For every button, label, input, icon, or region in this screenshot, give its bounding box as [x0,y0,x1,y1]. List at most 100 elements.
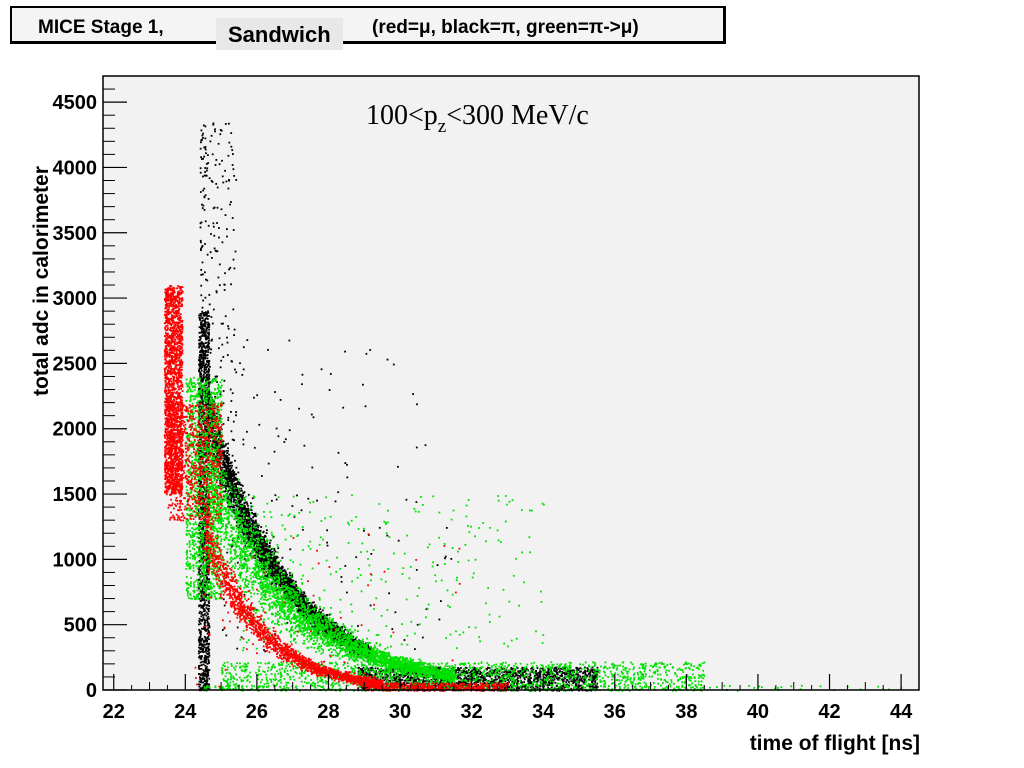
data-point [202,578,205,580]
data-point [208,391,211,394]
data-point [204,174,207,177]
data-point [206,354,209,356]
data-point [199,171,202,174]
data-point [268,546,271,548]
data-point [221,159,223,162]
data-point [226,459,229,461]
data-point [200,321,203,324]
data-point [203,487,206,490]
data-point [205,334,208,337]
data-point [208,385,210,388]
data-point [201,316,204,319]
data-point [202,508,204,511]
data-point [205,452,208,455]
data-point [199,687,202,690]
data-point [199,661,202,664]
data-point [204,314,207,317]
data-point [227,457,230,459]
data-point [199,651,202,653]
data-point [204,643,207,646]
data-point [204,613,206,615]
data-point [208,339,210,342]
data-point [227,327,230,330]
data-point [202,364,204,367]
data-point [258,549,260,552]
data-point [207,310,209,313]
data-point [205,163,208,165]
data-point [202,677,205,680]
data-point [207,687,210,690]
data-point [202,616,205,619]
data-point [198,621,201,623]
data-point [207,630,210,633]
data-point [207,198,210,200]
data-point [201,346,204,348]
data-point [208,363,210,365]
data-point [198,452,200,454]
data-point [202,375,205,377]
data-point [198,623,200,626]
data-point [203,608,205,610]
data-point [203,353,205,355]
data-point [198,419,200,422]
data-point [210,339,213,342]
data-point [202,681,205,684]
data-point [203,591,205,593]
data-point [201,356,203,359]
data-point [201,342,204,344]
data-point [203,346,206,349]
data-point [199,222,202,225]
data-point [199,400,202,403]
data-point [260,567,263,570]
data-point [208,600,210,603]
data-point [204,353,206,356]
data-point [204,495,207,497]
data-point [205,652,208,655]
data-point [201,351,203,353]
data-point [204,683,207,686]
data-point [202,377,205,380]
data-point [202,362,204,364]
data-point [232,478,235,480]
data-point [199,525,202,528]
data-point [200,380,203,382]
data-point [204,321,206,323]
data-point [197,412,200,415]
data-point [207,162,209,164]
data-point [204,531,206,533]
data-point [207,660,210,663]
data-point [260,559,263,561]
data-point [199,656,202,659]
data-point [219,133,222,136]
data-point [215,159,218,161]
data-point [207,351,209,353]
data-point [201,401,204,404]
data-point [290,584,293,587]
data-point [198,685,201,688]
data-point [228,179,230,182]
data-point [203,488,206,491]
data-point [199,362,201,365]
data-point [200,241,202,244]
data-point [230,360,233,362]
data-point [207,337,209,339]
data-point [200,656,203,659]
data-point [205,317,208,319]
data-point [203,146,206,149]
data-point [208,334,210,336]
data-point [200,360,203,363]
data-point [210,134,213,137]
data-point [198,363,200,366]
data-point [199,655,201,657]
data-point [206,313,208,316]
data-point [197,479,200,481]
data-point [204,646,206,649]
data-point [202,497,205,500]
data-point [200,538,203,541]
data-point [207,593,210,596]
data-point [202,413,205,415]
data-point [199,622,202,625]
data-point [207,422,210,425]
data-point [208,303,211,306]
data-point [238,508,240,511]
